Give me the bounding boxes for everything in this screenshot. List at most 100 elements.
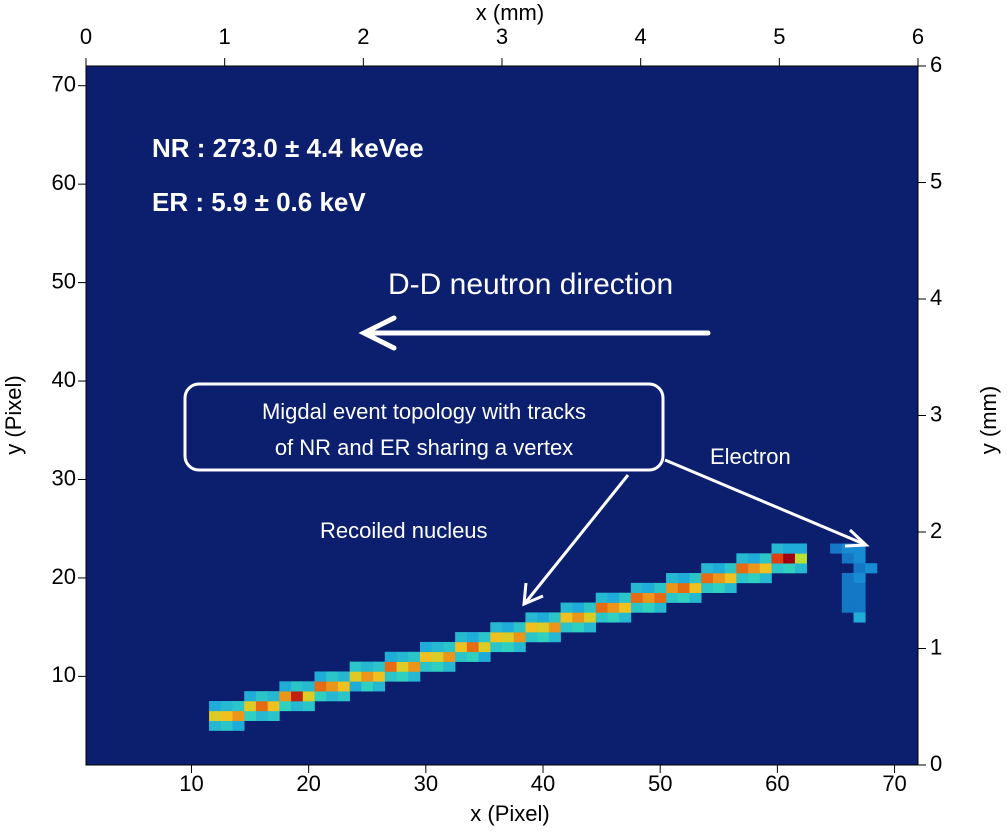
cell (748, 553, 761, 564)
cell (771, 553, 784, 564)
cell (537, 632, 550, 643)
cell (654, 592, 667, 603)
cell (759, 573, 772, 584)
cell (712, 582, 725, 594)
cell (361, 671, 374, 682)
cell (443, 651, 456, 662)
cell (841, 582, 854, 594)
cell (408, 661, 421, 672)
y-tick-label: 60 (52, 170, 76, 195)
x-tick-label: 20 (296, 771, 320, 796)
y2-tick-label: 1 (930, 634, 942, 659)
cell (337, 671, 350, 682)
callout-line: of NR and ER sharing a vertex (275, 435, 573, 460)
cell (689, 573, 702, 584)
cell (384, 651, 397, 662)
cell (466, 651, 479, 662)
x-tick-label: 10 (179, 771, 203, 796)
y-tick-label: 10 (52, 662, 76, 687)
x2-tick-label: 5 (773, 24, 785, 49)
cell (525, 632, 538, 643)
cell (302, 681, 315, 692)
x-axis-title: x (Pixel) (470, 801, 549, 826)
cell (841, 553, 854, 564)
cell (455, 641, 468, 653)
cell (853, 553, 866, 564)
cell (677, 573, 690, 584)
cell (619, 592, 632, 603)
cell (724, 573, 737, 584)
cell (431, 661, 444, 672)
cell (349, 661, 362, 672)
cell (642, 602, 655, 613)
cell (584, 602, 597, 613)
cell (384, 671, 397, 682)
cell (630, 582, 643, 594)
er-energy: ER : 5.9 ± 0.6 keV (152, 187, 366, 217)
cell (736, 573, 749, 584)
cell (513, 622, 526, 633)
cell (759, 563, 772, 574)
cell (337, 681, 350, 692)
cell (853, 592, 866, 603)
y2-tick-label: 2 (930, 518, 942, 543)
cell (455, 632, 468, 643)
cell (548, 612, 561, 623)
cell (209, 710, 222, 721)
cell (642, 582, 655, 594)
cell (560, 612, 573, 623)
cell (537, 612, 550, 623)
cell (502, 632, 515, 643)
x2-axis-title: x (mm) (476, 0, 544, 25)
callout-box (183, 382, 665, 472)
cell (455, 651, 468, 662)
cell (209, 720, 222, 731)
cell (314, 691, 327, 702)
cell (419, 651, 432, 662)
cell (841, 573, 854, 584)
cell (748, 563, 761, 574)
cell (525, 612, 538, 623)
cell (255, 701, 268, 712)
nr-energy: NR : 273.0 ± 4.4 keVee (152, 133, 424, 163)
cell (794, 543, 807, 554)
cell (689, 592, 702, 603)
cell (560, 622, 573, 633)
cell (373, 661, 386, 672)
x2-tick-label: 4 (635, 24, 647, 49)
cell (548, 622, 561, 633)
cell (419, 661, 432, 672)
cell (314, 671, 327, 682)
x-tick-label: 60 (765, 771, 789, 796)
cell (396, 661, 409, 672)
x-tick-label: 40 (531, 771, 555, 796)
cell (255, 691, 268, 702)
cell (677, 582, 690, 594)
cell (759, 553, 772, 564)
cell (853, 602, 866, 613)
cell (783, 563, 796, 574)
cells (209, 543, 878, 731)
cell (794, 553, 807, 564)
cell (267, 701, 280, 712)
cell (666, 573, 679, 584)
cell (244, 710, 257, 721)
cell (384, 661, 397, 672)
cell (326, 681, 339, 692)
cell (560, 602, 573, 613)
cell (419, 641, 432, 653)
cell (584, 612, 597, 623)
cell (408, 671, 421, 682)
y2-tick-label: 0 (930, 751, 942, 776)
cell (525, 622, 538, 633)
cell (572, 622, 585, 633)
direction-label: D-D neutron direction (388, 268, 673, 301)
cell (619, 602, 632, 613)
cell (244, 691, 257, 702)
cell (244, 701, 257, 712)
cell (502, 622, 515, 633)
x2-tick-label: 3 (496, 24, 508, 49)
x2-tick-label: 2 (357, 24, 369, 49)
cell (478, 632, 491, 643)
cell (502, 641, 515, 653)
